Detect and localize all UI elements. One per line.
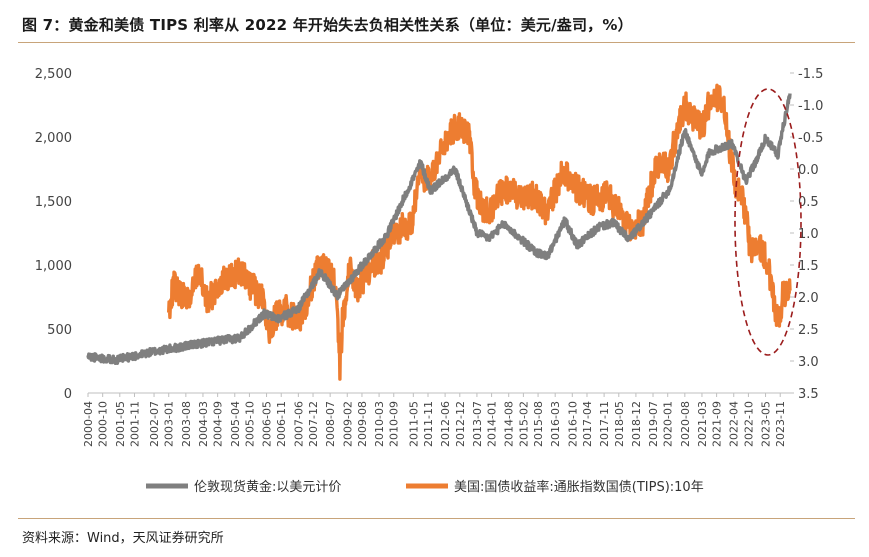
legend-gold-label: 伦敦现货黄金:以美元计价 [194, 479, 341, 495]
chart-title: 图 7：黄金和美债 TIPS 利率从 2022 年开始失去负相关性关系（单位：美… [22, 16, 633, 34]
x-tick-label: 2017-11 [598, 401, 611, 447]
x-tick-label: 2011-05 [407, 401, 420, 447]
legend-tips-label: 美国:国债收益率:通胀指数国债(TIPS):10年 [454, 479, 704, 495]
x-tick-label: 2022-04 [728, 401, 741, 447]
x-tick-label: 2020-01 [662, 401, 675, 447]
x-tick-label: 2018-05 [613, 401, 626, 447]
right-tick-label: -1.0 [798, 99, 823, 114]
x-tick-label: 2013-07 [471, 401, 484, 447]
x-axis-ticks: 2000-04 2000-10 2001-05 2001-11 2002-07 2003-… [82, 393, 787, 447]
x-tick-label: 2004-09 [212, 401, 225, 447]
x-tick-label: 2021-03 [696, 401, 709, 447]
x-tick-label: 2001-05 [114, 401, 127, 447]
divergence-highlight-ellipse [734, 88, 802, 356]
source-divider [18, 518, 855, 519]
right-tick-label: 3.5 [798, 387, 819, 402]
left-tick-label: 0 [64, 387, 72, 402]
title-divider [18, 42, 855, 43]
x-tick-label: 2009-02 [341, 401, 354, 447]
x-tick-label: 2001-11 [128, 401, 141, 447]
x-tick-label: 2005-10 [243, 401, 256, 447]
x-tick-label: 2000-10 [97, 401, 110, 447]
x-tick-label: 2008-07 [324, 401, 337, 447]
right-tick-label: 3.0 [798, 355, 819, 370]
x-tick-label: 2019-07 [647, 401, 660, 447]
x-tick-label: 2009-08 [356, 401, 369, 447]
x-tick-label: 2006-05 [261, 401, 274, 447]
right-tick-label: -0.5 [798, 131, 823, 146]
right-axis-ticks: -1.5 -1.0 -0.5 0.0 0.5 1.0 1.5 2.0 2.5 3.0 3.5 [790, 67, 823, 402]
right-tick-label: 1.5 [798, 259, 819, 274]
tips-yield-series-line [167, 83, 792, 381]
x-tick-label: 2012-06 [439, 401, 452, 447]
left-tick-label: 1,500 [35, 195, 72, 210]
x-tick-label: 2015-08 [532, 401, 545, 447]
x-tick-label: 2014-01 [486, 401, 499, 447]
x-tick-label: 2023-11 [774, 401, 787, 447]
x-tick-label: 2023-05 [760, 401, 773, 447]
x-tick-label: 2021-09 [711, 401, 724, 447]
right-tick-label: 0.0 [798, 163, 819, 178]
x-tick-label: 2012-12 [454, 401, 467, 447]
right-tick-label: -1.5 [798, 67, 823, 82]
source-note: 资料来源：Wind，天风证券研究所 [22, 531, 224, 546]
x-tick-label: 2016-03 [549, 401, 562, 447]
series-layer [86, 83, 792, 381]
x-tick-label: 2010-09 [388, 401, 401, 447]
left-tick-label: 2,500 [35, 67, 72, 82]
right-tick-label: 1.0 [798, 227, 819, 242]
x-tick-label: 2018-12 [630, 401, 643, 447]
left-tick-label: 2,000 [35, 131, 72, 146]
left-axis-ticks: 0 500 1,000 1,500 2,000 2,500 [35, 67, 72, 402]
x-tick-label: 2007-12 [307, 401, 320, 447]
x-tick-label: 2014-08 [503, 401, 516, 447]
x-tick-label: 2022-10 [742, 401, 755, 447]
x-tick-label: 2003-01 [163, 401, 176, 447]
x-tick-label: 2015-02 [517, 401, 530, 447]
x-tick-label: 2003-08 [180, 401, 193, 447]
legend: 伦敦现货黄金:以美元计价 美国:国债收益率:通胀指数国债(TIPS):10年 [146, 479, 704, 495]
x-tick-label: 2017-04 [581, 401, 594, 447]
x-tick-label: 2004-03 [197, 401, 210, 447]
x-tick-label: 2006-11 [275, 401, 288, 447]
x-tick-label: 2002-07 [148, 401, 161, 447]
x-tick-label: 2011-11 [422, 401, 435, 447]
right-tick-label: 0.5 [798, 195, 819, 210]
x-tick-label: 2007-06 [292, 401, 305, 447]
left-tick-label: 1,000 [35, 259, 72, 274]
x-tick-label: 2000-04 [82, 401, 95, 447]
x-tick-label: 2010-03 [373, 401, 386, 447]
right-tick-label: 2.5 [798, 323, 819, 338]
x-tick-label: 2020-08 [679, 401, 692, 447]
x-tick-label: 2005-04 [229, 401, 242, 447]
gold-price-series-line [86, 93, 792, 365]
right-tick-label: 2.0 [798, 291, 819, 306]
x-tick-label: 2016-10 [566, 401, 579, 447]
left-tick-label: 500 [47, 323, 72, 338]
